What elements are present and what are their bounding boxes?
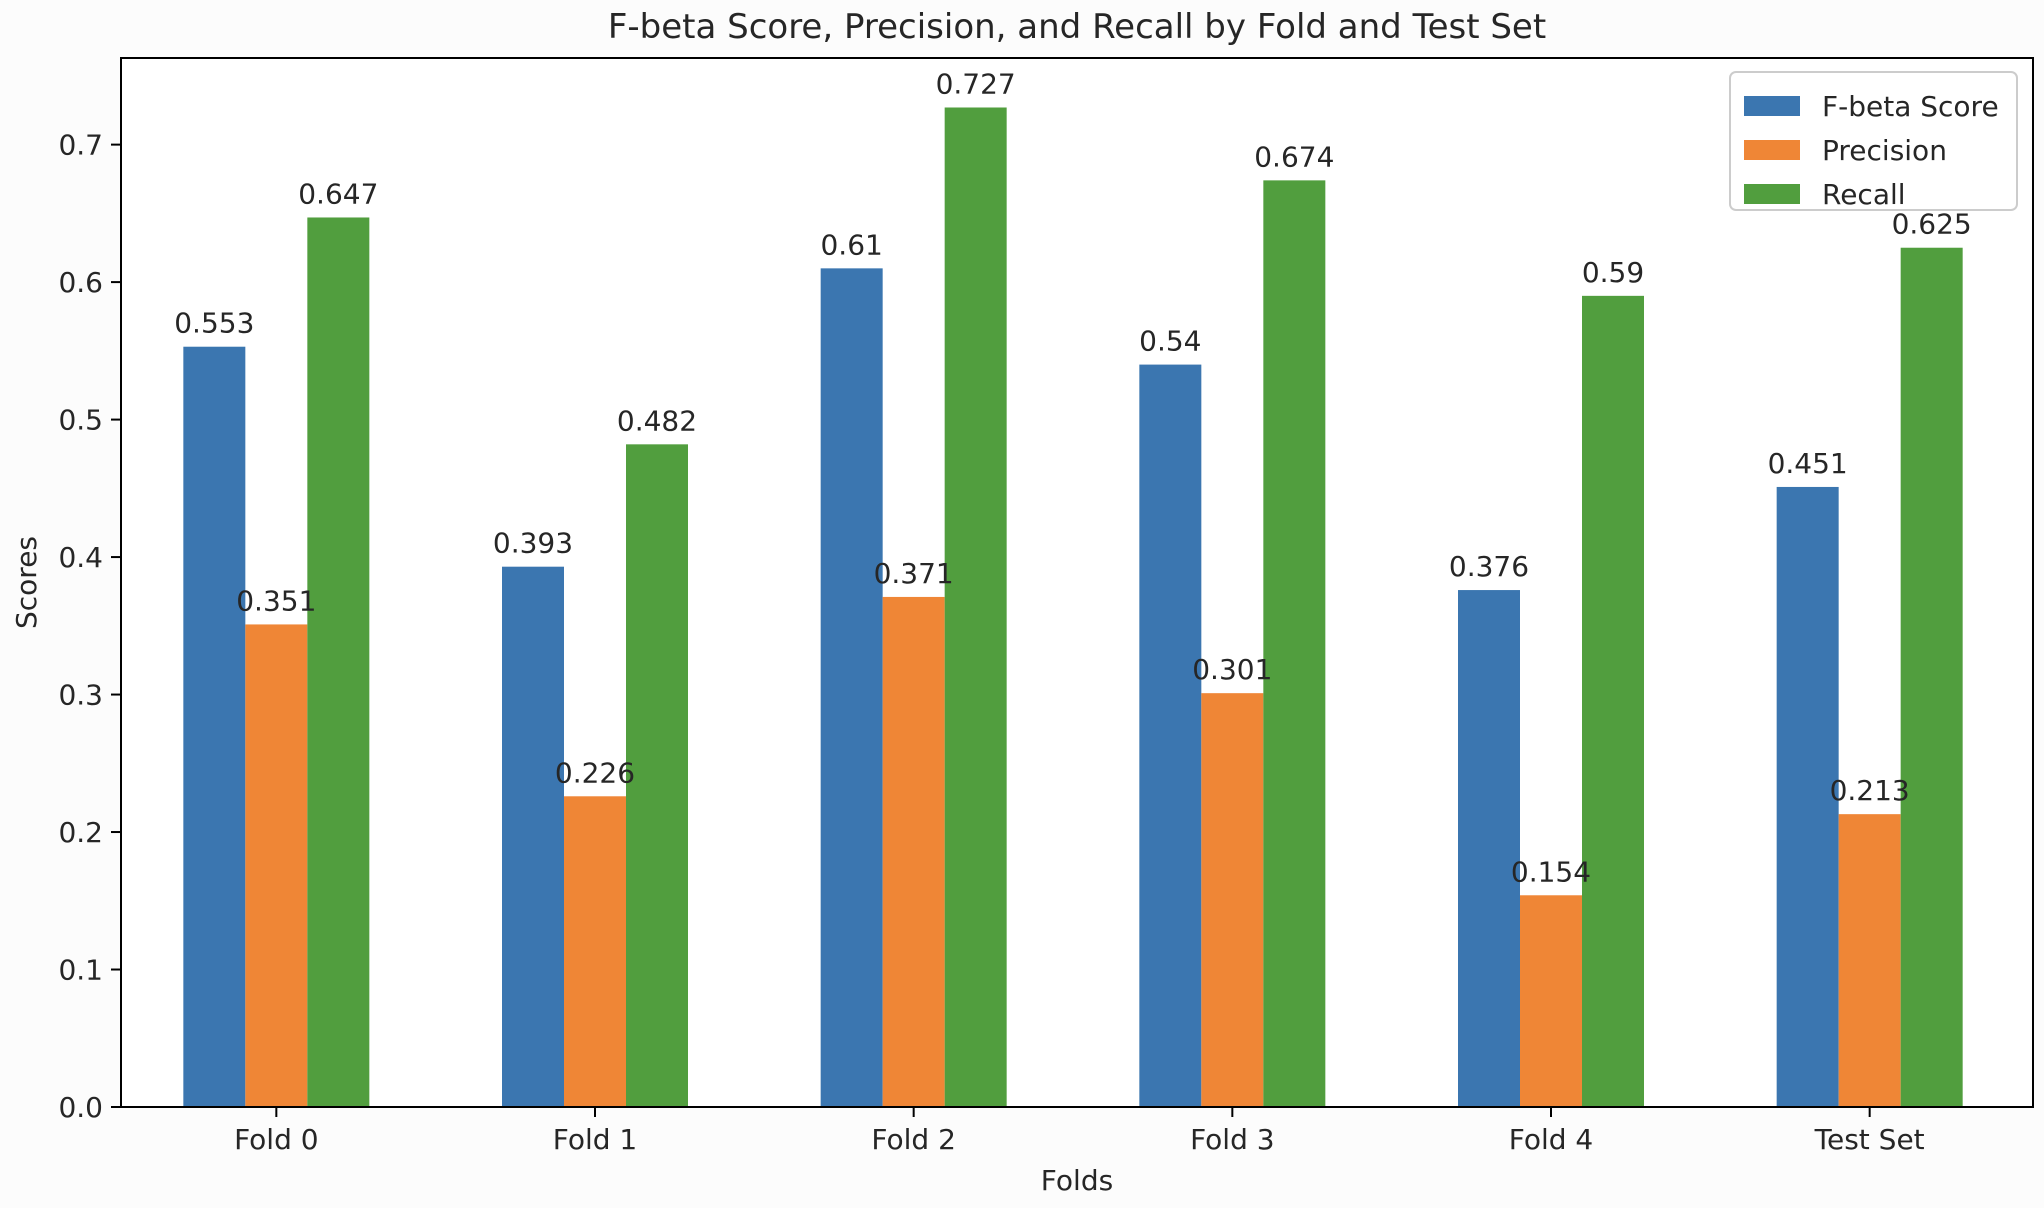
bar-value-label: 0.451 <box>1768 447 1848 480</box>
legend-box <box>1729 71 2018 211</box>
bar-precision-fold-0 <box>245 624 308 1107</box>
bar-value-label: 0.61 <box>820 228 882 261</box>
y-axis-label: Scores <box>10 536 43 629</box>
bar-recall-fold-2 <box>944 107 1007 1108</box>
bar-value-label: 0.154 <box>1511 855 1591 888</box>
bar-value-label: 0.54 <box>1139 325 1201 358</box>
y-axis: 0.0 0.1 0.2 0.3 0.4 0.5 0.6 0.7 <box>58 129 121 1124</box>
bars-layer <box>183 107 1963 1108</box>
x-tick-label: Test Set <box>1814 1123 1925 1156</box>
x-tick-label: Fold 1 <box>553 1123 638 1156</box>
bar-value-label: 0.674 <box>1254 140 1334 173</box>
x-axis-label: Folds <box>1041 1164 1113 1197</box>
bar-f-beta-score-fold-2 <box>820 268 883 1107</box>
y-tick-label: 0.3 <box>58 679 103 712</box>
bar-recall-fold-4 <box>1582 295 1644 1107</box>
bar-f-beta-score-fold-3 <box>1139 364 1202 1107</box>
plot-frame <box>120 57 2034 1108</box>
bar-value-label: 0.371 <box>874 557 954 590</box>
bar-recall-test-set <box>1900 247 1963 1107</box>
bar-value-label: 0.727 <box>936 67 1016 100</box>
legend-swatch-f-beta-score <box>1744 96 1800 116</box>
bar-recall-fold-3 <box>1263 180 1326 1107</box>
legend-swatch-recall <box>1744 184 1800 204</box>
bar-f-beta-score-test-set <box>1776 486 1839 1108</box>
bar-value-label: 0.226 <box>555 756 635 789</box>
x-tick-label: Fold 4 <box>1509 1123 1594 1156</box>
legend: F-beta Score Precision Recall <box>1729 71 2018 211</box>
bar-value-label: 0.376 <box>1449 550 1529 583</box>
x-tick-label: Fold 0 <box>234 1123 319 1156</box>
bar-value-label: 0.351 <box>236 584 316 617</box>
bar-recall-fold-1 <box>626 444 688 1107</box>
x-axis: Fold 0 Fold 1 Fold 2 Fold 3 Fold 4 Test Set <box>234 1107 1925 1156</box>
bar-labels-layer: 0.553 0.351 0.647 0.393 0.226 0.482 0.61 0.371 0… <box>174 67 1972 888</box>
legend-label-recall: Recall <box>1822 178 1906 211</box>
x-tick-label: Fold 2 <box>871 1123 956 1156</box>
bar-value-label: 0.213 <box>1830 774 1910 807</box>
y-tick-label: 0.4 <box>58 541 103 574</box>
bar-precision-test-set <box>1838 814 1901 1107</box>
chart-title: F-beta Score, Precision, and Recall by F… <box>608 7 1546 47</box>
y-tick-label: 0.7 <box>58 129 103 162</box>
legend-label-f-beta-score: F-beta Score <box>1822 90 1999 123</box>
bar-f-beta-score-fold-4 <box>1458 590 1520 1107</box>
bar-value-label: 0.59 <box>1582 256 1644 289</box>
bar-value-label: 0.393 <box>493 527 573 560</box>
bar-value-label: 0.647 <box>298 177 378 210</box>
bar-value-label: 0.625 <box>1892 208 1972 241</box>
bar-f-beta-score-fold-1 <box>502 566 564 1107</box>
y-tick-label: 0.0 <box>58 1091 103 1124</box>
plot-area <box>121 58 2033 1107</box>
bar-f-beta-score-fold-0 <box>183 346 246 1108</box>
bar-value-label: 0.482 <box>617 404 697 437</box>
legend-swatch-precision <box>1744 140 1800 160</box>
x-tick-label: Fold 3 <box>1190 1123 1275 1156</box>
bar-value-label: 0.553 <box>174 307 254 340</box>
bar-value-label: 0.301 <box>1192 653 1272 686</box>
bar-precision-fold-3 <box>1201 693 1264 1107</box>
bar-recall-fold-0 <box>307 217 370 1107</box>
bar-precision-fold-1 <box>564 796 626 1107</box>
bar-precision-fold-4 <box>1520 895 1582 1107</box>
y-tick-label: 0.1 <box>58 954 103 987</box>
y-tick-label: 0.6 <box>58 266 103 299</box>
y-tick-label: 0.2 <box>58 816 103 849</box>
bar-precision-fold-2 <box>882 596 945 1107</box>
legend-label-precision: Precision <box>1822 134 1947 167</box>
y-tick-label: 0.5 <box>58 404 103 437</box>
